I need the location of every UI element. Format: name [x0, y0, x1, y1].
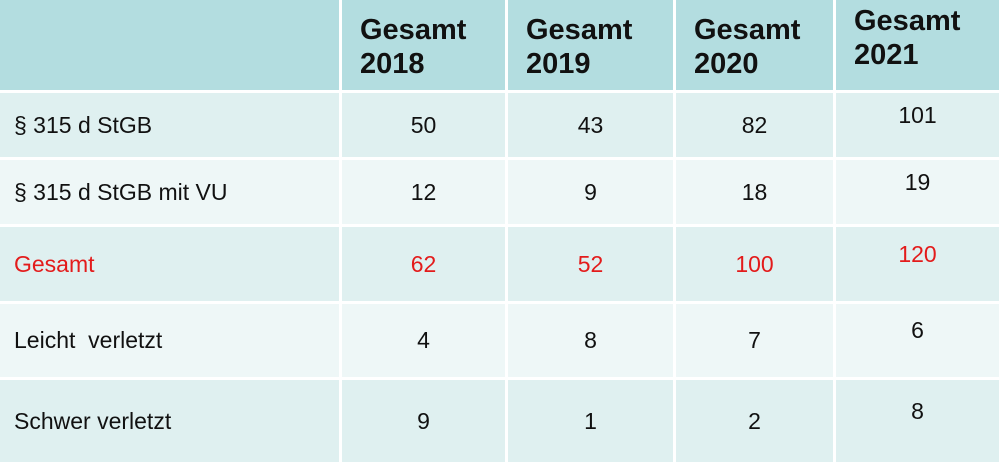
header-cell-2020: Gesamt 2020: [676, 0, 836, 93]
header-2019-line1: Gesamt: [526, 14, 633, 46]
cell-2018: 62: [342, 227, 508, 304]
cell-2020: 100: [676, 227, 836, 304]
header-2019-line2: 2019: [526, 48, 591, 80]
cell-2019: 1: [508, 380, 676, 465]
cell-2019: 8: [508, 304, 676, 380]
cell-2018: 50: [342, 93, 508, 160]
header-corner-cell: [0, 0, 342, 93]
header-row: Gesamt 2018 Gesamt 2019 Gesamt 2020: [0, 0, 999, 93]
table-row-leicht-verletzt: Leicht verletzt 4 8 7 6: [0, 304, 999, 380]
cell-2021-value: 120: [898, 240, 937, 267]
table-row-schwer-verletzt: Schwer verletzt 9 1 2 8: [0, 380, 999, 465]
header-2021-line2: 2021: [854, 39, 919, 71]
header-2018-line2: 2018: [360, 48, 425, 80]
table-header: Gesamt 2018 Gesamt 2019 Gesamt 2020: [0, 0, 999, 93]
header-2018-line1: Gesamt: [360, 14, 467, 46]
table-row-315d-vu: § 315 d StGB mit VU 12 9 18 19: [0, 160, 999, 227]
table-body: § 315 d StGB 50 43 82 101 § 315 d StGB m…: [0, 93, 999, 465]
cell-2020: 18: [676, 160, 836, 227]
cell-2018: 9: [342, 380, 508, 465]
header-cell-2018: Gesamt 2018: [342, 0, 508, 93]
row-label-text: Leicht verletzt: [14, 327, 163, 353]
cell-2019: 43: [508, 93, 676, 160]
header-2021-line1: Gesamt: [854, 5, 961, 37]
cell-2021: 6: [836, 304, 999, 380]
cell-2021: 8: [836, 380, 999, 465]
row-label: § 315 d StGB mit VU: [0, 160, 342, 227]
header-cell-2019: Gesamt 2019: [508, 0, 676, 93]
cell-2021: 19: [836, 160, 999, 227]
cell-2021: 101: [836, 93, 999, 160]
header-cell-2021: Gesamt 2021: [836, 0, 999, 93]
cell-2020: 7: [676, 304, 836, 380]
table-row-315d: § 315 d StGB 50 43 82 101: [0, 93, 999, 160]
header-label-2019: Gesamt 2019: [526, 13, 673, 81]
header-2020-line2: 2020: [694, 48, 759, 80]
cell-2021-value: 8: [911, 397, 924, 424]
cell-2021-value: 6: [911, 317, 924, 343]
header-label-2020: Gesamt 2020: [694, 13, 833, 81]
header-label-2018: Gesamt 2018: [360, 13, 505, 81]
table-row-total: Gesamt 62 52 100 120: [0, 227, 999, 304]
cell-2021-value: 19: [904, 168, 931, 195]
cell-2020: 2: [676, 380, 836, 465]
cell-2018: 4: [342, 304, 508, 380]
row-label: Schwer verletzt: [0, 380, 342, 465]
row-label: Gesamt: [0, 227, 342, 304]
cell-2018: 12: [342, 160, 508, 227]
header-2020-line1: Gesamt: [694, 14, 801, 46]
row-label: § 315 d StGB: [0, 93, 342, 160]
cell-2019: 52: [508, 227, 676, 304]
header-label-2021: Gesamt 2021: [854, 4, 999, 72]
cell-2019: 9: [508, 160, 676, 227]
cell-2020: 82: [676, 93, 836, 160]
cell-2021-value: 101: [898, 101, 937, 128]
row-label: Leicht verletzt: [0, 304, 342, 380]
cell-2021: 120: [836, 227, 999, 304]
